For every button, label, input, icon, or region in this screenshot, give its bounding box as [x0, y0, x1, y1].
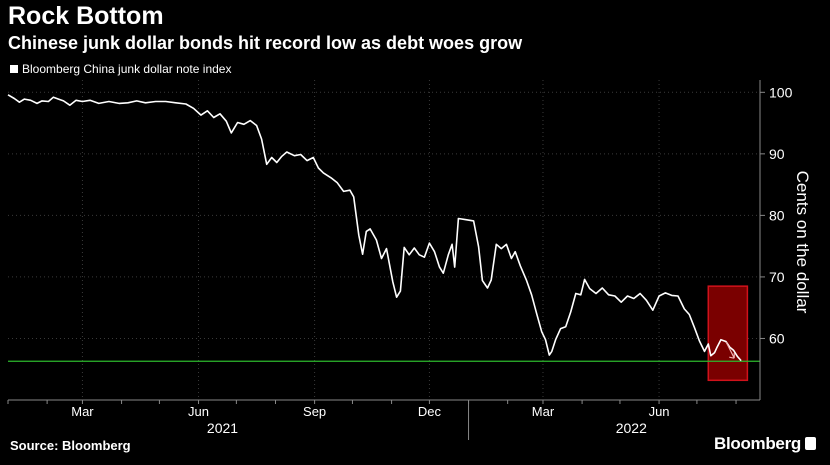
legend-label: Bloomberg China junk dollar note index	[22, 62, 232, 76]
legend: Bloomberg China junk dollar note index	[10, 62, 231, 76]
x-tick-label: Mar	[532, 404, 555, 419]
logo-icon	[805, 437, 816, 450]
y-axis-label: Cents on the dollar	[793, 171, 812, 314]
x-tick-label: Dec	[418, 404, 442, 419]
y-tick-label: 90	[769, 146, 785, 162]
y-tick-label: 60	[769, 330, 785, 346]
y-axis: 60 70 80 90 100	[759, 80, 793, 400]
legend-swatch	[10, 65, 18, 73]
down-arrow-icon	[725, 341, 735, 359]
series-line-index	[7, 94, 742, 362]
bloomberg-logo: Bloomberg	[714, 434, 816, 454]
y-tick-label: 80	[769, 207, 785, 223]
logo-text: Bloomberg	[713, 434, 801, 453]
x-tick-label: Mar	[71, 404, 94, 419]
highlight-box	[707, 285, 749, 382]
y-tick-label: 70	[769, 269, 785, 285]
x-tick-label: Jun	[649, 404, 670, 419]
year-label: 2022	[616, 420, 647, 436]
x-tick-label: Jun	[188, 404, 209, 419]
year-label: 2021	[207, 420, 238, 436]
x-tick-label: Sep	[303, 404, 326, 419]
chart-subtitle: Chinese junk dollar bonds hit record low…	[8, 33, 523, 53]
grid	[8, 80, 760, 400]
y-tick-label: 100	[769, 84, 793, 100]
chart-title: Rock Bottom	[8, 2, 164, 30]
source-note: Source: Bloomberg	[10, 438, 131, 453]
